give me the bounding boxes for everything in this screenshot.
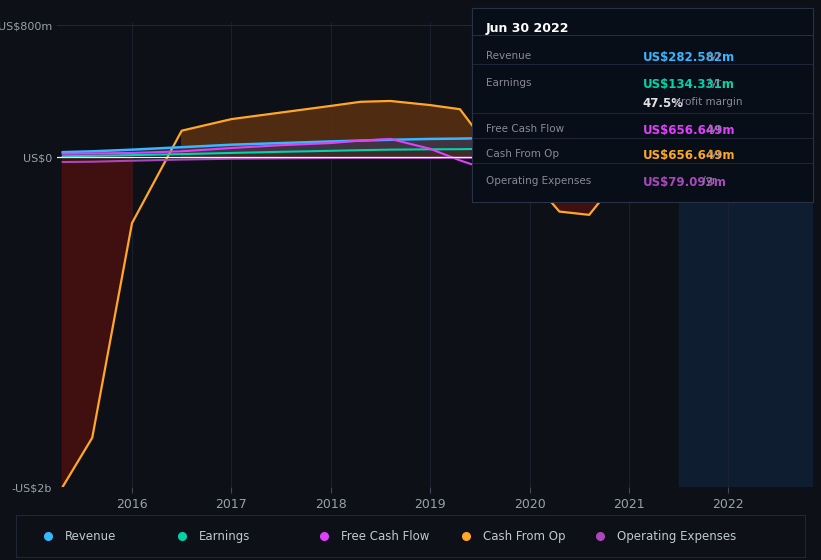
Text: /yr: /yr — [704, 124, 722, 134]
Text: Revenue: Revenue — [66, 530, 117, 543]
Text: Revenue: Revenue — [486, 51, 531, 61]
Text: US$656.649m: US$656.649m — [643, 150, 735, 162]
Text: US$79.093m: US$79.093m — [643, 176, 727, 189]
Text: US$656.649m: US$656.649m — [643, 124, 735, 137]
Text: US$134.331m: US$134.331m — [643, 78, 734, 91]
Text: Earnings: Earnings — [200, 530, 250, 543]
Text: /yr: /yr — [704, 150, 722, 160]
Text: Cash From Op: Cash From Op — [486, 150, 559, 160]
Text: profit margin: profit margin — [672, 97, 743, 108]
Text: /yr: /yr — [704, 51, 722, 61]
Bar — [679, 22, 813, 487]
Text: Earnings: Earnings — [486, 78, 531, 88]
Text: Jun 30 2022: Jun 30 2022 — [486, 22, 569, 35]
Text: Operating Expenses: Operating Expenses — [617, 530, 736, 543]
Text: /yr: /yr — [699, 176, 716, 186]
Text: 47.5%: 47.5% — [643, 97, 683, 110]
Text: Operating Expenses: Operating Expenses — [486, 176, 591, 186]
Text: /yr: /yr — [704, 78, 722, 88]
Text: Free Cash Flow: Free Cash Flow — [486, 124, 564, 134]
Text: US$282.582m: US$282.582m — [643, 51, 735, 64]
Text: Free Cash Flow: Free Cash Flow — [342, 530, 429, 543]
Text: Cash From Op: Cash From Op — [483, 530, 566, 543]
